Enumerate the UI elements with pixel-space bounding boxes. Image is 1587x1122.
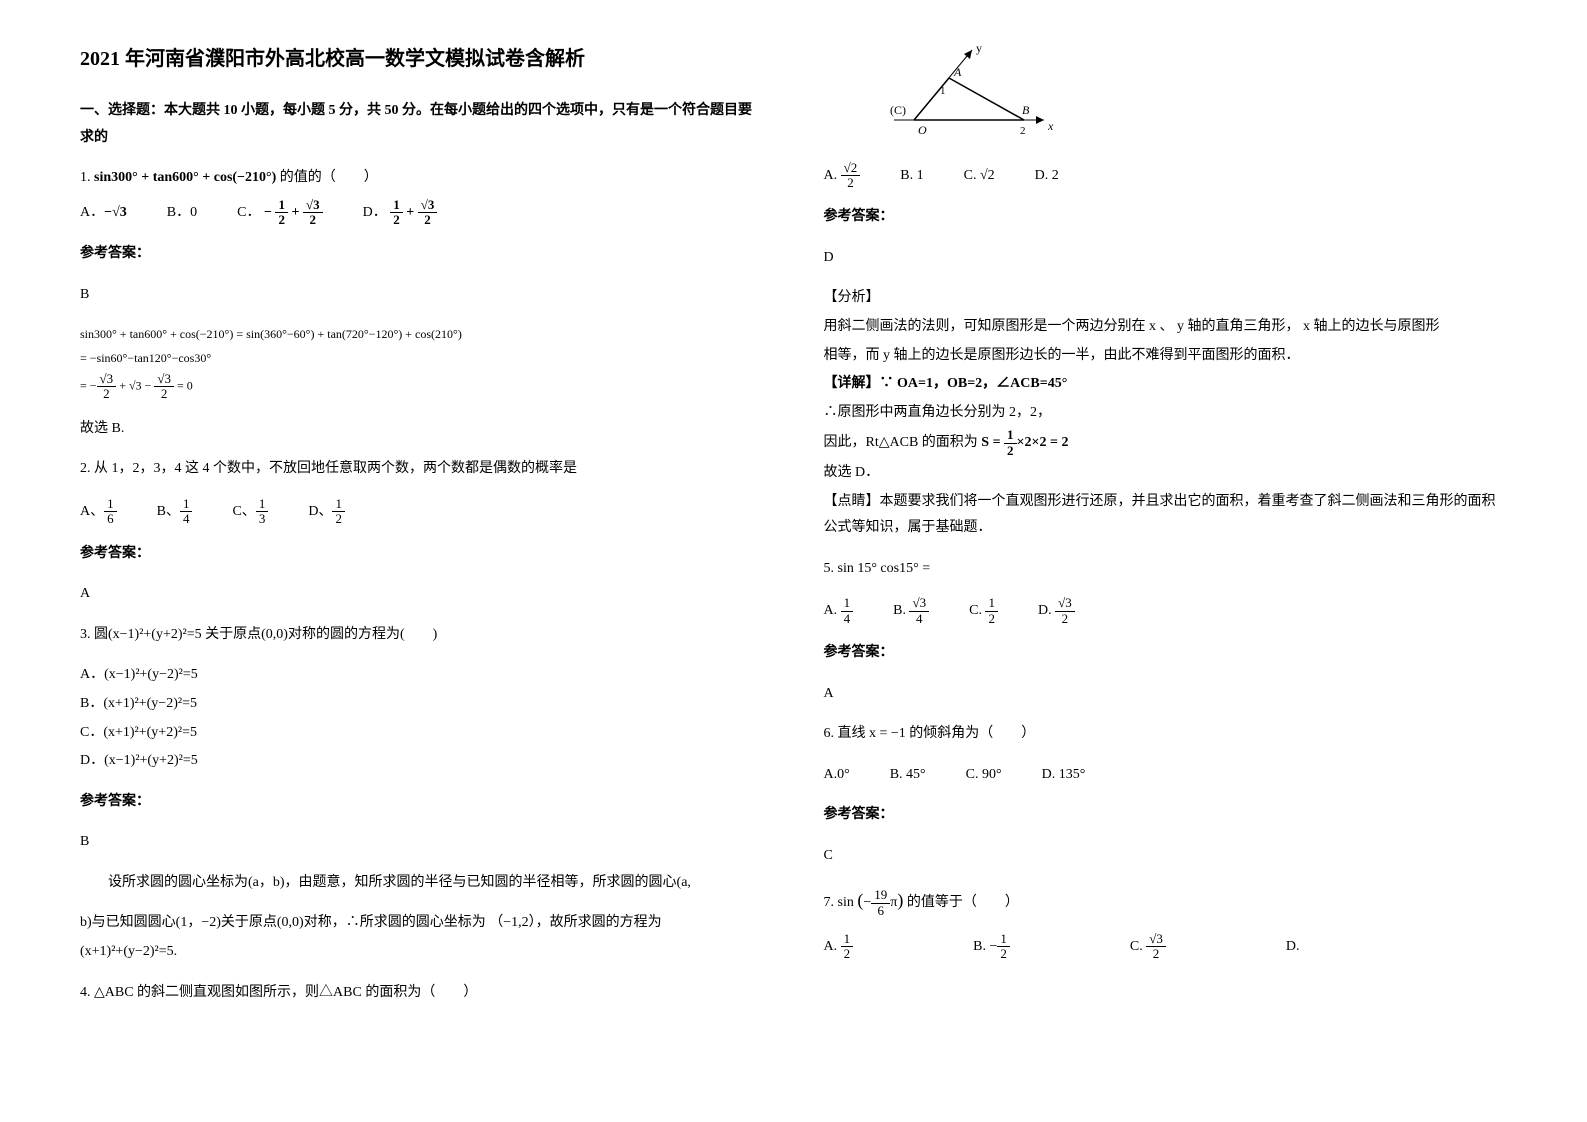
q4-opt-d: D. 2 — [1035, 163, 1059, 190]
q1-work1: sin300° + tan600° + cos(−210°) = sin(360… — [80, 323, 764, 346]
q6-text: 6. 直线 x = −1 的倾斜角为（ ） — [824, 721, 1508, 748]
right-column: y A B (C) O 1 2 x A. √22 B. 1 C. √2 D. 2… — [824, 40, 1508, 1020]
answer-label: 参考答案： — [80, 241, 764, 268]
q6-options: A.0° B. 45° C. 90° D. 135° — [824, 762, 1508, 789]
q2-options: A、16 B、14 C、13 D、12 — [80, 497, 764, 527]
q1-opt-a: A．−√3 — [80, 200, 127, 227]
point-c-label: (C) — [890, 103, 906, 117]
q6-opt-a: A.0° — [824, 762, 850, 789]
section-heading: 一、选择题：本大题共 10 小题，每小题 5 分，共 50 分。在每小题给出的四… — [80, 98, 764, 151]
q1-work3: = −√32 + √3 − √32 = 0 — [80, 372, 764, 402]
q7-opt-c: C. √32 — [1130, 932, 1166, 962]
q4-text: 4. △ABC 的斜二侧直观图如图所示，则△ABC 的面积为（ ） — [80, 980, 764, 1007]
q5-opt-b: B. √34 — [893, 596, 929, 626]
q5-text: 5. sin 15° cos15° = — [824, 556, 1508, 583]
question-3: 3. 圆(x−1)²+(y+2)²=5 关于原点(0,0)对称的圆的方程为( )… — [80, 622, 764, 966]
q2-text: 2. 从 1，2，3，4 这 4 个数中，不放回地任意取两个数，两个数都是偶数的… — [80, 456, 764, 483]
q4-answer: D — [824, 245, 1508, 272]
q7-stem: 7. sin (−196π) 的值等于（ ） — [824, 883, 1508, 918]
triangle-diagram: y A B (C) O 1 2 x — [884, 40, 1064, 140]
q1-expr: sin300° + tan600° + cos(−210°) — [94, 170, 276, 185]
q1-tail: 的值的（ ） — [280, 170, 378, 185]
answer-label: 参考答案： — [80, 541, 764, 568]
q4-analysis2: 相等，而 y 轴上的边长是原图形边长的一半，由此不难得到平面图形的面积． — [824, 343, 1508, 370]
q5-options: A. 14 B. √34 C. 12 D. √32 — [824, 596, 1508, 626]
q4-note: 【点睛】本题要求我们将一个直观图形进行还原，并且求出它的面积，着重考查了斜二侧画… — [824, 489, 1508, 542]
q4-detail1: ∴原图形中两直角边长分别为 2，2， — [824, 400, 1508, 427]
q3-expl1: 设所求圆的圆心坐标为(a，b)，由题意，知所求圆的半径与已知圆的半径相等，所求圆… — [80, 870, 764, 897]
q7-opt-b: B. −12 — [973, 932, 1010, 962]
q3-opt-a: A．(x−1)²+(y−2)²=5 — [80, 662, 764, 689]
q5-opt-d: D. √32 — [1038, 596, 1075, 626]
q3-answer: B — [80, 829, 764, 856]
q1-work2: = −sin60°−tan120°−cos30° — [80, 347, 764, 370]
q2-opt-c: C、13 — [232, 497, 268, 527]
q6-opt-c: C. 90° — [966, 762, 1002, 789]
q1-opt-c: C． − 12 + √32 — [237, 198, 322, 228]
q1-work4: 故选 B. — [80, 416, 764, 443]
q4-options: A. √22 B. 1 C. √2 D. 2 — [824, 161, 1508, 191]
q4-detail3: 故选 D． — [824, 460, 1508, 487]
point-b-label: B — [1022, 103, 1030, 117]
tick-2: 2 — [1020, 125, 1026, 137]
q1-opt-d: D． 12 + √32 — [363, 198, 438, 228]
q5-opt-a: A. 14 — [824, 596, 854, 626]
q4-figure: y A B (C) O 1 2 x — [884, 40, 1508, 151]
origin-label: O — [918, 123, 927, 137]
y-axis-label: y — [976, 41, 982, 55]
point-a-label: A — [953, 65, 962, 79]
tick-1: 1 — [940, 85, 946, 97]
question-5: 5. sin 15° cos15° = A. 14 B. √34 C. 12 D… — [824, 556, 1508, 707]
left-column: 2021 年河南省濮阳市外高北校高一数学文模拟试卷含解析 一、选择题：本大题共 … — [80, 40, 764, 1020]
question-2: 2. 从 1，2，3，4 这 4 个数中，不放回地任意取两个数，两个数都是偶数的… — [80, 456, 764, 607]
question-6: 6. 直线 x = −1 的倾斜角为（ ） A.0° B. 45° C. 90°… — [824, 721, 1508, 869]
q5-answer: A — [824, 681, 1508, 708]
question-7: 7. sin (−196π) 的值等于（ ） A. 12 B. −12 C. √… — [824, 883, 1508, 961]
q3-opt-c: C．(x+1)²+(y+2)²=5 — [80, 720, 764, 747]
q4-opt-a: A. √22 — [824, 161, 861, 191]
q6-answer: C — [824, 843, 1508, 870]
q2-opt-d: D、12 — [308, 497, 345, 527]
question-1: 1. sin300° + tan600° + cos(−210°) 的值的（ ）… — [80, 165, 764, 442]
q4-analysis-label: 【分析】 — [824, 285, 1508, 312]
answer-label: 参考答案： — [824, 204, 1508, 231]
q3-opt-d: D．(x−1)²+(y+2)²=5 — [80, 748, 764, 775]
q3-text: 3. 圆(x−1)²+(y+2)²=5 关于原点(0,0)对称的圆的方程为( ) — [80, 622, 764, 649]
q4-opt-b: B. 1 — [900, 163, 923, 190]
page-title: 2021 年河南省濮阳市外高北校高一数学文模拟试卷含解析 — [80, 40, 764, 78]
q1-answer: B — [80, 282, 764, 309]
q5-opt-c: C. 12 — [969, 596, 998, 626]
x-axis-label: x — [1047, 119, 1054, 133]
q7-options: A. 12 B. −12 C. √32 D. — [824, 932, 1508, 962]
q4-detail2: 因此，Rt△ACB 的面积为 S = 12×2×2 = 2 — [824, 428, 1508, 458]
q4-analysis1: 用斜二侧画法的法则，可知原图形是一个两边分别在 x 、 y 轴的直角三角形， x… — [824, 314, 1508, 341]
q1-prefix: 1. — [80, 170, 91, 185]
answer-label: 参考答案： — [80, 789, 764, 816]
q7-opt-a: A. 12 — [824, 932, 854, 962]
q3-opt-b: B．(x+1)²+(y−2)²=5 — [80, 691, 764, 718]
q6-opt-b: B. 45° — [890, 762, 926, 789]
answer-label: 参考答案： — [824, 802, 1508, 829]
q2-opt-b: B、14 — [157, 497, 193, 527]
answer-label: 参考答案： — [824, 640, 1508, 667]
q4-opt-c: C. √2 — [964, 163, 995, 190]
q7-opt-d: D. — [1286, 934, 1300, 961]
q2-opt-a: A、16 — [80, 497, 117, 527]
q1-opt-b: B．0 — [167, 200, 197, 227]
q3-expl3: (x+1)²+(y−2)²=5. — [80, 939, 764, 966]
q4-detail-label: 【详解】∵ OA=1，OB=2，∠ACB=45° — [824, 371, 1508, 398]
q3-expl2: b)与已知圆圆心(1，−2)关于原点(0,0)对称，∴所求圆的圆心坐标为 （−1… — [80, 910, 764, 937]
q6-opt-d: D. 135° — [1042, 762, 1086, 789]
q1-options: A．−√3 B．0 C． − 12 + √32 D． 12 + √32 — [80, 198, 764, 228]
q2-answer: A — [80, 581, 764, 608]
